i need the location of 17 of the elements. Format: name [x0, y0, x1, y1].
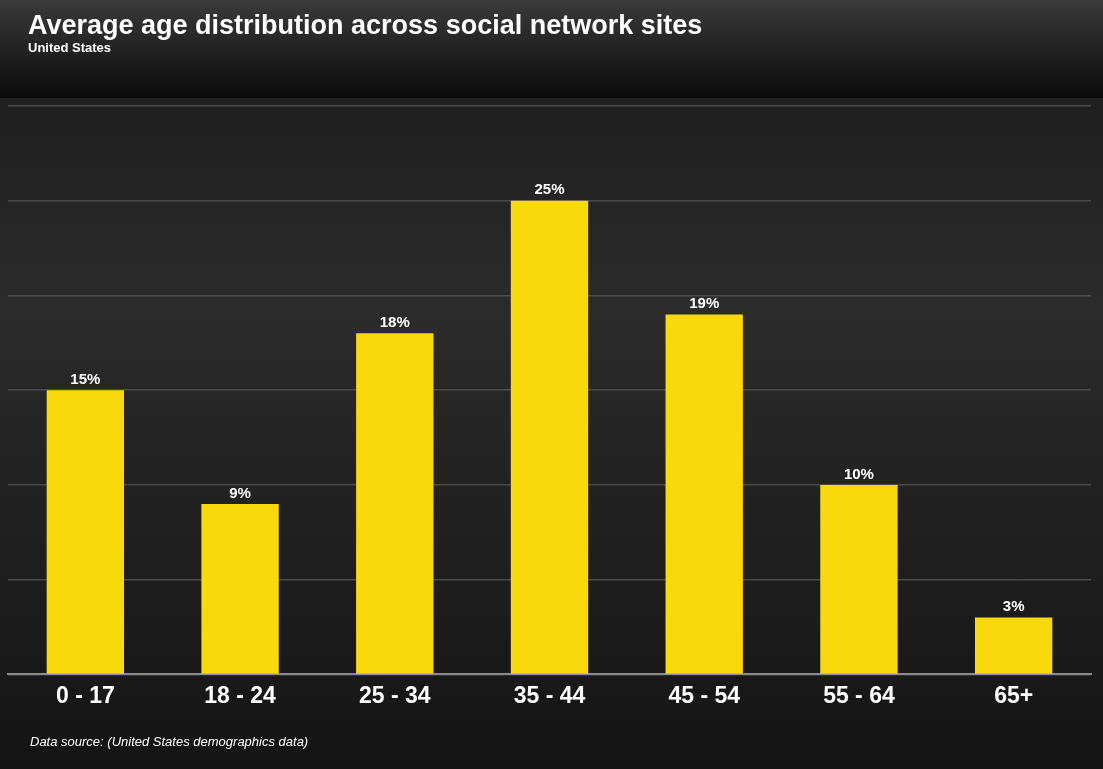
- data-label: 19%: [689, 294, 720, 312]
- x-tick-label: 0 - 17: [55, 681, 115, 708]
- data-label: 18%: [379, 313, 410, 330]
- data-label: 25%: [534, 180, 565, 198]
- x-tick-label: 35 - 44: [513, 681, 586, 708]
- data-label: 9%: [229, 483, 251, 501]
- x-tick-label: 25 - 34: [358, 681, 431, 708]
- data-label: 3%: [1002, 597, 1025, 615]
- chart-subtitle: United States: [28, 40, 112, 55]
- source-note: Data source: (United States demographics data): [30, 734, 309, 749]
- data-label: 10%: [843, 464, 874, 482]
- data-label: 15%: [70, 369, 101, 387]
- x-tick-label: 18 - 24: [204, 681, 277, 708]
- x-tick-label: 45 - 54: [668, 681, 741, 708]
- chart-title: Average age distribution across social network sites: [28, 10, 703, 41]
- x-tick-label: 55 - 64: [823, 681, 895, 708]
- x-tick-label: 65+: [994, 681, 1034, 708]
